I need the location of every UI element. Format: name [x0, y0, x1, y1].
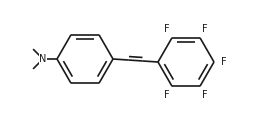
Text: F: F	[164, 24, 170, 34]
Text: N: N	[39, 54, 47, 64]
Text: F: F	[221, 57, 227, 67]
Text: F: F	[202, 24, 208, 34]
Text: F: F	[202, 90, 208, 100]
Text: F: F	[164, 90, 170, 100]
